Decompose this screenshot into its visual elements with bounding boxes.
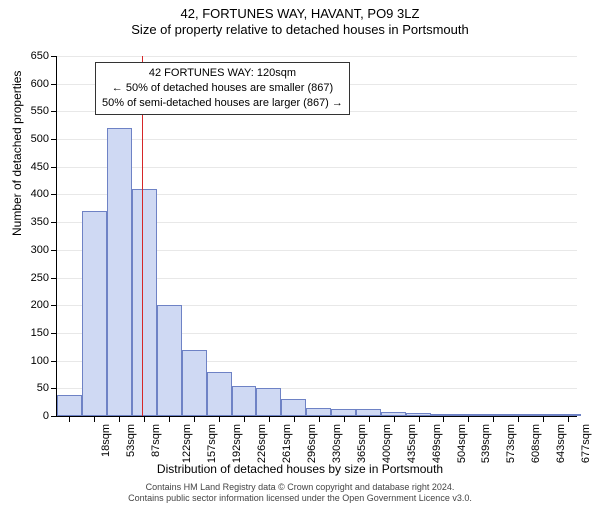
x-tick-label: 643sqm — [555, 424, 567, 463]
y-tick-label: 450 — [19, 161, 49, 173]
x-tick-label: 192sqm — [231, 424, 243, 463]
y-tick — [51, 250, 57, 251]
histogram-bar — [331, 409, 356, 416]
y-tick — [51, 278, 57, 279]
chart-title: 42, FORTUNES WAY, HAVANT, PO9 3LZ — [0, 6, 600, 21]
x-tick-label: 435sqm — [406, 424, 418, 463]
histogram-bar — [182, 350, 207, 416]
y-tick-label: 350 — [19, 216, 49, 228]
x-tick — [144, 416, 145, 422]
x-tick — [419, 416, 420, 422]
y-tick-label: 300 — [19, 244, 49, 256]
x-tick — [568, 416, 569, 422]
y-tick-label: 400 — [19, 188, 49, 200]
y-tick — [51, 111, 57, 112]
x-tick — [119, 416, 120, 422]
x-tick — [69, 416, 70, 422]
x-tick-label: 18sqm — [100, 424, 112, 457]
x-tick — [493, 416, 494, 422]
y-tick-label: 50 — [19, 382, 49, 394]
annotation-line: 50% of semi-detached houses are larger (… — [102, 96, 343, 111]
annotation-line: 42 FORTUNES WAY: 120sqm — [102, 66, 343, 81]
gridline — [57, 167, 577, 168]
x-tick-label: 296sqm — [306, 424, 318, 463]
footer-line-2: Contains public sector information licen… — [0, 493, 600, 504]
plot-area: 0501001502002503003504004505005506006501… — [56, 56, 577, 417]
y-tick-label: 100 — [19, 355, 49, 367]
x-tick-label: 365sqm — [356, 424, 368, 463]
histogram-bar — [82, 211, 107, 416]
x-tick-label: 87sqm — [150, 424, 162, 457]
y-tick-label: 200 — [19, 299, 49, 311]
x-tick — [294, 416, 295, 422]
y-tick — [51, 139, 57, 140]
histogram-bar — [207, 372, 232, 416]
histogram-bar — [356, 409, 381, 416]
x-tick-label: 677sqm — [580, 424, 592, 463]
x-tick — [219, 416, 220, 422]
histogram-bar — [281, 399, 306, 416]
x-tick-label: 504sqm — [456, 424, 468, 463]
x-tick-label: 53sqm — [125, 424, 137, 457]
y-tick-label: 550 — [19, 105, 49, 117]
x-tick — [394, 416, 395, 422]
x-tick-label: 226sqm — [256, 424, 268, 463]
x-tick — [344, 416, 345, 422]
histogram-bar — [57, 395, 82, 416]
x-tick-label: 573sqm — [506, 424, 518, 463]
y-tick — [51, 388, 57, 389]
x-tick — [319, 416, 320, 422]
gridline — [57, 139, 577, 140]
x-axis-label: Distribution of detached houses by size … — [0, 462, 600, 476]
x-tick — [94, 416, 95, 422]
histogram-bar — [232, 386, 257, 416]
x-tick — [244, 416, 245, 422]
annotation-line: ← 50% of detached houses are smaller (86… — [102, 81, 343, 96]
y-tick — [51, 333, 57, 334]
x-tick — [369, 416, 370, 422]
x-tick — [518, 416, 519, 422]
x-tick-label: 400sqm — [381, 424, 393, 463]
gridline — [57, 56, 577, 57]
x-tick-label: 539sqm — [481, 424, 493, 463]
x-tick — [443, 416, 444, 422]
histogram-bar — [157, 305, 182, 416]
y-tick — [51, 361, 57, 362]
y-tick — [51, 194, 57, 195]
x-tick-label: 469sqm — [431, 424, 443, 463]
footer-credits: Contains HM Land Registry data © Crown c… — [0, 482, 600, 505]
y-tick-label: 650 — [19, 50, 49, 62]
y-tick — [51, 167, 57, 168]
y-tick — [51, 84, 57, 85]
y-tick-label: 150 — [19, 327, 49, 339]
y-tick — [51, 56, 57, 57]
x-tick-label: 330sqm — [331, 424, 343, 463]
y-tick — [51, 305, 57, 306]
x-tick — [468, 416, 469, 422]
y-tick-label: 600 — [19, 78, 49, 90]
y-tick — [51, 416, 57, 417]
y-tick-label: 0 — [19, 410, 49, 422]
y-tick-label: 250 — [19, 272, 49, 284]
histogram-bar — [107, 128, 132, 416]
y-tick — [51, 222, 57, 223]
x-tick-label: 157sqm — [206, 424, 218, 463]
y-tick-label: 500 — [19, 133, 49, 145]
x-tick — [194, 416, 195, 422]
x-tick — [543, 416, 544, 422]
chart-subtitle: Size of property relative to detached ho… — [0, 22, 600, 37]
annotation-box: 42 FORTUNES WAY: 120sqm← 50% of detached… — [95, 62, 350, 115]
footer-line-1: Contains HM Land Registry data © Crown c… — [0, 482, 600, 493]
x-tick-label: 122sqm — [181, 424, 193, 463]
x-tick — [169, 416, 170, 422]
x-tick — [269, 416, 270, 422]
histogram-bar — [132, 189, 157, 416]
y-axis-label: Number of detached properties — [10, 71, 24, 236]
histogram-bar — [256, 388, 281, 416]
histogram-bar — [306, 408, 331, 416]
x-tick-label: 608sqm — [530, 424, 542, 463]
x-tick-label: 261sqm — [281, 424, 293, 463]
